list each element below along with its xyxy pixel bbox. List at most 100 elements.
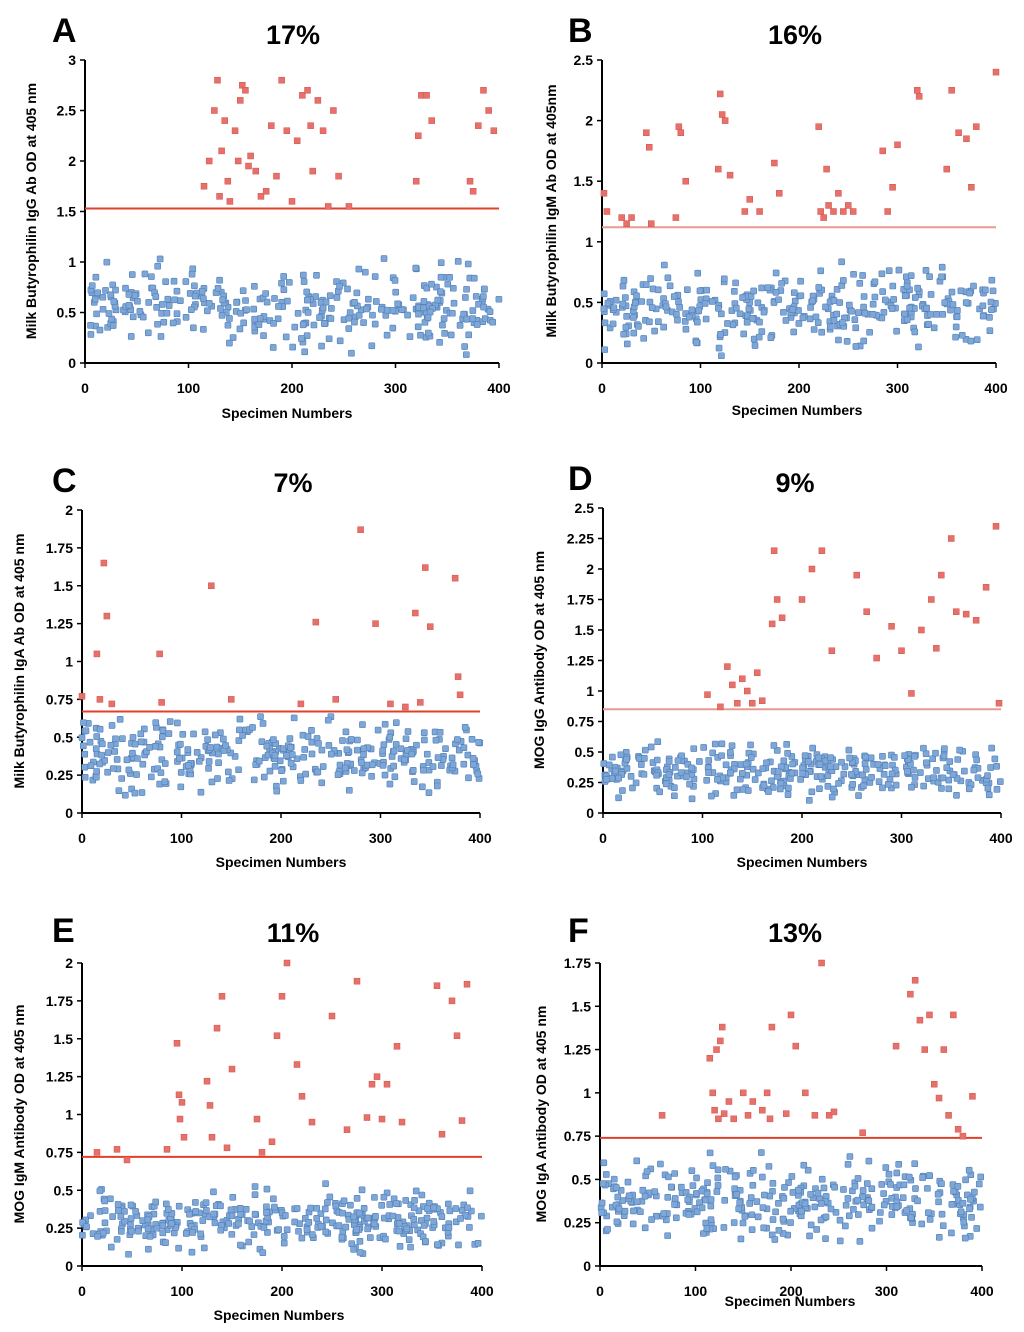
negative-point (218, 312, 226, 319)
negative-point (104, 749, 112, 756)
negative-point (214, 285, 222, 292)
negative-point (122, 791, 129, 799)
positive-point (926, 1011, 933, 1019)
panel-letter: C (52, 462, 77, 500)
negative-point (664, 274, 672, 282)
positive-point (368, 1080, 376, 1088)
negative-point (630, 1207, 637, 1215)
positive-point (725, 1098, 733, 1105)
negative-point (671, 784, 678, 791)
negative-point (623, 755, 630, 763)
negative-point (648, 304, 656, 311)
negative-point (202, 1199, 210, 1206)
x-tick-label: 200 (779, 1283, 803, 1299)
positive-point (417, 699, 424, 706)
negative-point (700, 1230, 707, 1237)
negative-point (220, 735, 227, 743)
negative-point (348, 349, 355, 357)
positive-series (658, 959, 976, 1140)
positive-point (706, 1054, 714, 1062)
negative-point (82, 727, 90, 734)
negative-point (324, 716, 332, 724)
negative-point (893, 1169, 901, 1177)
negative-point (906, 304, 913, 312)
negative-point (309, 1231, 316, 1238)
y-tick-label: 1 (585, 234, 593, 250)
negative-point (154, 262, 162, 270)
panel-title: 11% (267, 918, 320, 948)
negative-point (911, 294, 919, 301)
negative-point (799, 764, 806, 772)
positive-point (383, 1080, 391, 1088)
negative-point (434, 296, 442, 304)
positive-point (888, 623, 895, 630)
positive-point (335, 172, 342, 180)
negative-point (177, 769, 185, 776)
positive-point (717, 1037, 724, 1045)
negative-point (152, 743, 159, 750)
x-tick-label: 300 (384, 380, 408, 396)
negative-point (648, 1216, 655, 1223)
negative-point (225, 1220, 233, 1227)
positive-point (908, 690, 915, 697)
negative-point (982, 286, 989, 294)
positive-point (618, 214, 625, 221)
negative-point (773, 747, 781, 754)
x-tick-label: 400 (468, 830, 492, 846)
negative-point (768, 777, 775, 785)
negative-point (708, 298, 716, 305)
negative-point (222, 742, 229, 749)
negative-point (977, 1173, 985, 1181)
negative-point (827, 763, 834, 770)
negative-point (410, 778, 418, 785)
positive-point (952, 608, 960, 615)
positive-point (734, 699, 741, 707)
negative-point (211, 731, 219, 739)
positive-point (252, 167, 260, 175)
negative-point (351, 298, 358, 306)
negative-point (938, 1180, 945, 1187)
negative-point (637, 1208, 644, 1216)
y-tick-label: 2 (68, 153, 76, 169)
negative-point (787, 775, 794, 782)
negative-point (717, 330, 724, 338)
negative-point (440, 315, 448, 322)
negative-point (417, 331, 424, 339)
negative-point (214, 775, 221, 782)
negative-point (647, 743, 655, 751)
negative-point (445, 1224, 453, 1231)
negative-point (818, 328, 825, 336)
negative-point (420, 766, 427, 774)
negative-point (924, 1185, 931, 1192)
negative-point (460, 744, 468, 751)
negative-point (188, 270, 196, 278)
negative-point (714, 1182, 722, 1189)
negative-point (816, 785, 823, 792)
y-tick-label: 0.5 (574, 294, 594, 310)
panel-title: 9% (775, 468, 814, 498)
negative-point (139, 313, 147, 321)
positive-point (892, 1042, 900, 1050)
negative-point (953, 313, 961, 321)
negative-point (604, 299, 612, 307)
negative-point (270, 1195, 277, 1203)
y-tick-label: 2 (65, 502, 73, 518)
negative-point (690, 745, 698, 752)
negative-point (632, 779, 640, 787)
negative-point (630, 329, 638, 337)
positive-point (180, 1133, 188, 1141)
negative-point (946, 758, 954, 765)
negative-point (676, 303, 683, 311)
negative-point (660, 323, 668, 331)
negative-point (600, 1159, 608, 1167)
negative-point (722, 761, 730, 769)
negative-point (904, 768, 911, 775)
negative-point (746, 1200, 754, 1207)
positive-point (726, 171, 734, 179)
negative-point (968, 1213, 975, 1221)
positive-point (992, 523, 1000, 530)
positive-point (741, 208, 749, 215)
negative-point (633, 1157, 641, 1165)
negative-point (464, 1204, 471, 1212)
negative-point (817, 267, 824, 275)
